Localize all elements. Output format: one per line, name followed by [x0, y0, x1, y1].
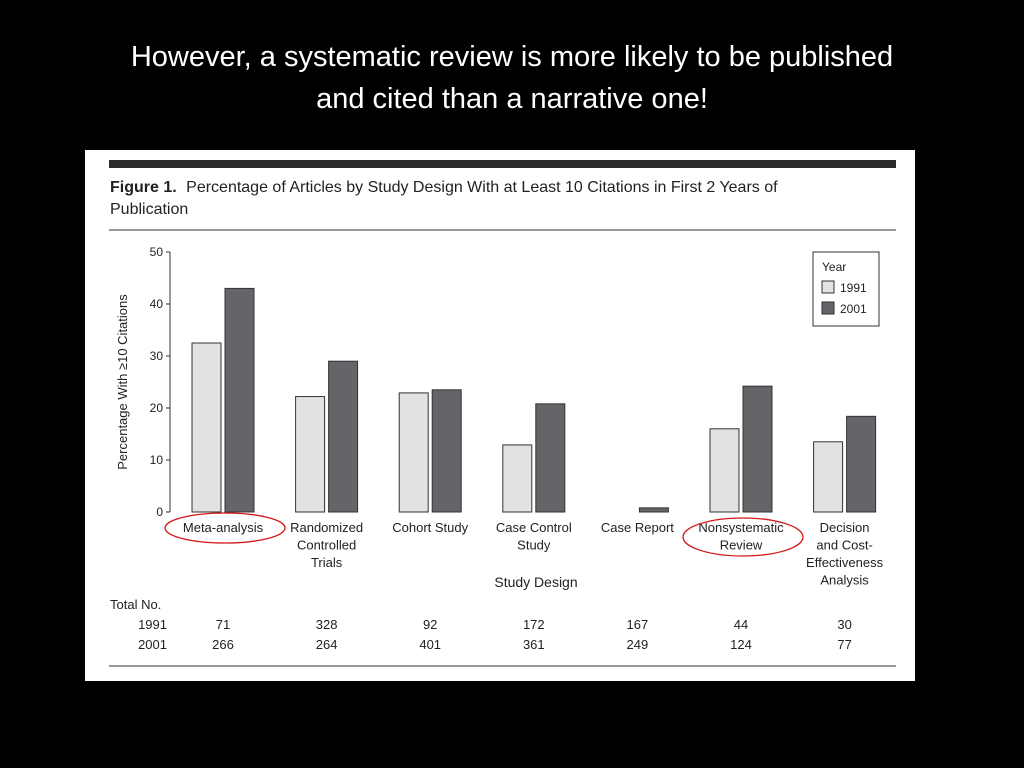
bar-1991 [502, 444, 533, 513]
y-axis-label: Percentage With ≥10 Citations [115, 294, 130, 470]
x-tick-label: Trials [311, 555, 343, 570]
x-axis-label: Study Design [494, 574, 577, 590]
totals-cell: 264 [316, 637, 338, 652]
figure-caption-line-1: Figure 1. Percentage of Articles by Stud… [110, 179, 778, 196]
totals-row-label-2001: 2001 [138, 637, 167, 652]
x-tick-label: Case Report [601, 520, 674, 535]
bar-2001 [431, 389, 462, 513]
totals-cell: 167 [627, 617, 649, 632]
y-tick-label: 30 [150, 349, 164, 363]
x-tick-label: Nonsystematic [698, 520, 784, 535]
legend-swatch-1991 [821, 280, 835, 294]
totals-cell: 266 [212, 637, 234, 652]
x-tick-label: Randomized [290, 520, 363, 535]
slide-title-line-2: and cited than a narrative one! [316, 83, 708, 115]
bar-chart: Figure 1. Percentage of Articles by Stud… [109, 160, 896, 667]
bar-2001 [742, 385, 773, 513]
y-tick-label: 20 [150, 401, 164, 415]
slide-title-line-1: However, a systematic review is more lik… [130, 41, 894, 73]
bar-2001 [535, 403, 566, 513]
x-tick-label: Review [720, 538, 763, 553]
figure-label: Figure 1. [110, 179, 177, 196]
bar-1991 [295, 396, 326, 513]
bar-2001 [328, 360, 359, 513]
x-tick-label: Controlled [297, 538, 356, 553]
figure-caption-line-2: Publication [110, 201, 188, 218]
figure-top-rule [109, 160, 896, 168]
totals-cell: 71 [216, 617, 230, 632]
y-tick-label: 40 [150, 297, 164, 311]
bar-1991 [709, 428, 740, 513]
slide-title: However, a systematic review is more lik… [0, 36, 1024, 120]
x-tick-label: Meta-analysis [183, 520, 264, 535]
totals-cell: 249 [627, 637, 649, 652]
bar-2001 [846, 415, 877, 513]
legend-label-2001: 2001 [840, 302, 867, 316]
highlight-circle [682, 517, 804, 557]
totals-cell: 77 [837, 637, 851, 652]
totals-cell: 401 [419, 637, 441, 652]
totals-cell: 172 [523, 617, 545, 632]
figure-panel: Figure 1. Percentage of Articles by Stud… [85, 150, 915, 681]
bar-2001 [638, 507, 669, 513]
highlight-circle [164, 512, 286, 544]
x-tick-label: Case Control [496, 520, 572, 535]
y-tick-label: 10 [150, 453, 164, 467]
x-tick-label: Effectiveness [806, 555, 884, 570]
totals-cell: 44 [734, 617, 748, 632]
legend-label-1991: 1991 [840, 281, 867, 295]
x-tick-label: Study [517, 538, 551, 553]
bar-2001 [224, 287, 255, 513]
totals-cell: 328 [316, 617, 338, 632]
legend-title: Year [822, 260, 846, 274]
totals-cell: 92 [423, 617, 437, 632]
totals-header: Total No. [110, 597, 161, 612]
x-tick-label: Decision [820, 520, 870, 535]
x-tick-label: and Cost- [816, 538, 872, 553]
bar-1991 [398, 392, 429, 513]
figure-caption-text: Percentage of Articles by Study Design W… [186, 179, 778, 196]
y-tick-label: 50 [150, 245, 164, 259]
chart-layer: 0 10 20 30 40 50 Percentage With ≥10 Citations… [110, 245, 884, 652]
x-tick-label: Analysis [820, 573, 869, 588]
bar-1991 [191, 342, 222, 513]
y-tick-label: 0 [156, 505, 163, 519]
totals-cell: 30 [837, 617, 851, 632]
legend-swatch-2001 [821, 301, 835, 315]
totals-row-label-1991: 1991 [138, 617, 167, 632]
totals-cell: 361 [523, 637, 545, 652]
totals-cell: 124 [730, 637, 752, 652]
x-tick-label: Cohort Study [392, 520, 468, 535]
bar-1991 [813, 441, 844, 513]
